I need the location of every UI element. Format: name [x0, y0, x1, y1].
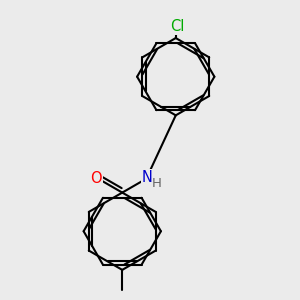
- Text: Cl: Cl: [171, 19, 185, 34]
- Text: N: N: [142, 170, 153, 185]
- Text: O: O: [90, 171, 102, 186]
- Text: H: H: [152, 177, 162, 190]
